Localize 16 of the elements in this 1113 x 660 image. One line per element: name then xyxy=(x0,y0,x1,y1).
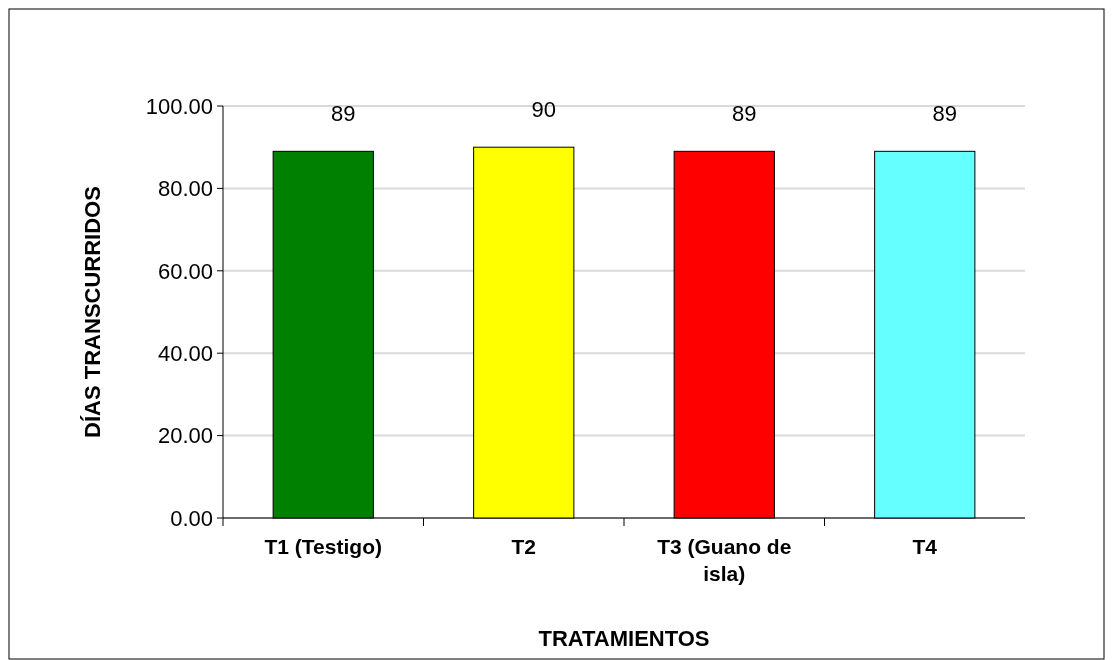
data-label: 90 xyxy=(531,97,556,123)
x-tick-label: T2 xyxy=(511,535,537,558)
data-label: 89 xyxy=(732,101,757,127)
x-tick-label: T4 xyxy=(912,535,938,558)
x-axis-title: TRATAMIENTOS xyxy=(538,626,710,651)
y-tick-label: 40.00 xyxy=(157,340,213,366)
y-tick-label: 0.00 xyxy=(170,505,213,531)
x-tick-label: T3 (Guano de isla) xyxy=(657,535,792,585)
y-axis-title: DÍAS TRANSCURRIDOS xyxy=(80,186,105,438)
data-label: 89 xyxy=(331,101,356,127)
y-tick-label: 20.00 xyxy=(157,423,213,449)
y-tick-label: 80.00 xyxy=(157,176,213,202)
y-tick-label: 100.00 xyxy=(145,93,213,119)
data-label: 89 xyxy=(932,101,957,127)
y-tick-label: 60.00 xyxy=(157,258,213,284)
x-tick-label: T1 (Testigo) xyxy=(264,535,382,558)
